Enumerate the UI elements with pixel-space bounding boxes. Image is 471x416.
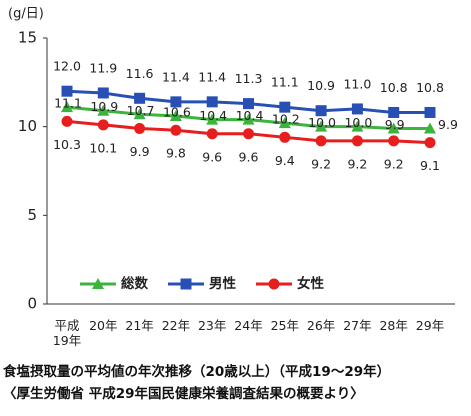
point	[243, 128, 254, 140]
point	[61, 85, 73, 97]
x-tick-label: 23年	[197, 318, 227, 333]
point	[92, 278, 104, 289]
point	[279, 101, 291, 113]
data-label: 10.9	[90, 99, 118, 114]
legend-label: 男性	[209, 275, 236, 292]
point	[97, 87, 109, 99]
y-tick-label: 15	[18, 29, 37, 47]
x-tick-label: 27年	[343, 318, 372, 333]
data-label: 10.2	[272, 112, 300, 127]
data-label: 11.9	[89, 60, 117, 75]
point	[315, 105, 327, 117]
point	[97, 119, 109, 131]
data-label: 9.1	[420, 158, 440, 173]
data-label: 9.9	[438, 117, 458, 132]
data-label: 11.3	[235, 71, 263, 86]
point	[169, 110, 182, 122]
x-tick-label: 24年	[234, 318, 263, 333]
point	[279, 131, 291, 143]
point	[268, 278, 280, 290]
point	[388, 135, 400, 147]
data-label: 9.2	[311, 156, 331, 171]
point	[180, 278, 192, 290]
point	[278, 117, 291, 129]
unit-label: (g/日)	[8, 7, 44, 22]
data-label: 9.2	[384, 156, 404, 171]
point	[243, 98, 254, 110]
point	[61, 101, 73, 113]
point	[97, 104, 110, 116]
point	[206, 128, 218, 140]
data-label: 9.8	[166, 146, 186, 161]
data-label: 10.1	[89, 140, 117, 155]
x-tick-label: 25年	[270, 318, 299, 333]
data-label: 10.4	[236, 108, 264, 123]
point	[351, 135, 363, 147]
point	[206, 113, 219, 125]
y-tick-label: 0	[27, 295, 37, 313]
point	[134, 92, 146, 104]
data-label: 10.0	[344, 115, 372, 130]
x-tick-label: 29年	[415, 318, 445, 333]
data-label: 9.9	[385, 117, 405, 132]
point	[242, 113, 255, 125]
data-label: 10.4	[199, 108, 227, 123]
x-tick-label: 22年	[161, 318, 191, 333]
x-tick-label: 20年	[89, 318, 118, 333]
point	[315, 135, 327, 147]
point	[133, 108, 146, 120]
data-label: 9.9	[130, 144, 150, 159]
point	[351, 120, 364, 132]
data-label: 11.1	[271, 75, 299, 90]
point	[424, 137, 436, 149]
x-tick-label: 平成19年	[52, 318, 82, 348]
point	[170, 124, 182, 136]
point	[351, 103, 363, 115]
point	[424, 106, 436, 118]
data-label: 10.8	[380, 80, 408, 95]
caption: 食塩摂取量の平均値の年次推移（20歳以上）（平成19～29年）	[3, 364, 391, 380]
data-label: 9.6	[202, 149, 222, 164]
legend-label: 総数	[121, 275, 148, 292]
caption: 〈厚生労働省 平成29年国民健康栄養調査結果の概要より〉	[3, 386, 364, 402]
data-label: 10.0	[308, 115, 336, 130]
point	[387, 122, 400, 134]
x-tick-label: 28年	[379, 318, 408, 333]
data-label: 9.2	[347, 156, 367, 171]
x-tick-label: 21年	[125, 318, 154, 333]
point	[424, 122, 436, 134]
data-label: 11.1	[54, 96, 82, 111]
y-tick-label: 10	[18, 117, 37, 135]
data-label: 11.4	[198, 69, 226, 84]
data-label: 10.8	[416, 80, 444, 95]
point	[134, 122, 146, 134]
data-label: 9.6	[239, 149, 259, 164]
data-label: 10.9	[307, 78, 335, 93]
legend-label: 女性	[297, 275, 324, 292]
data-label: 11.6	[126, 66, 154, 81]
point	[315, 120, 328, 132]
data-label: 11.4	[162, 69, 190, 84]
data-label: 10.3	[53, 137, 81, 152]
y-tick-label: 5	[27, 206, 37, 224]
data-label: 11.0	[343, 76, 371, 91]
point	[170, 96, 182, 108]
data-label: 9.4	[275, 153, 295, 168]
point	[388, 106, 400, 118]
x-tick-label: 26年	[306, 318, 336, 333]
point	[61, 115, 73, 127]
data-label: 10.7	[127, 103, 155, 118]
data-label: 12.0	[53, 59, 81, 74]
point	[206, 96, 218, 108]
data-label: 10.6	[163, 105, 191, 120]
